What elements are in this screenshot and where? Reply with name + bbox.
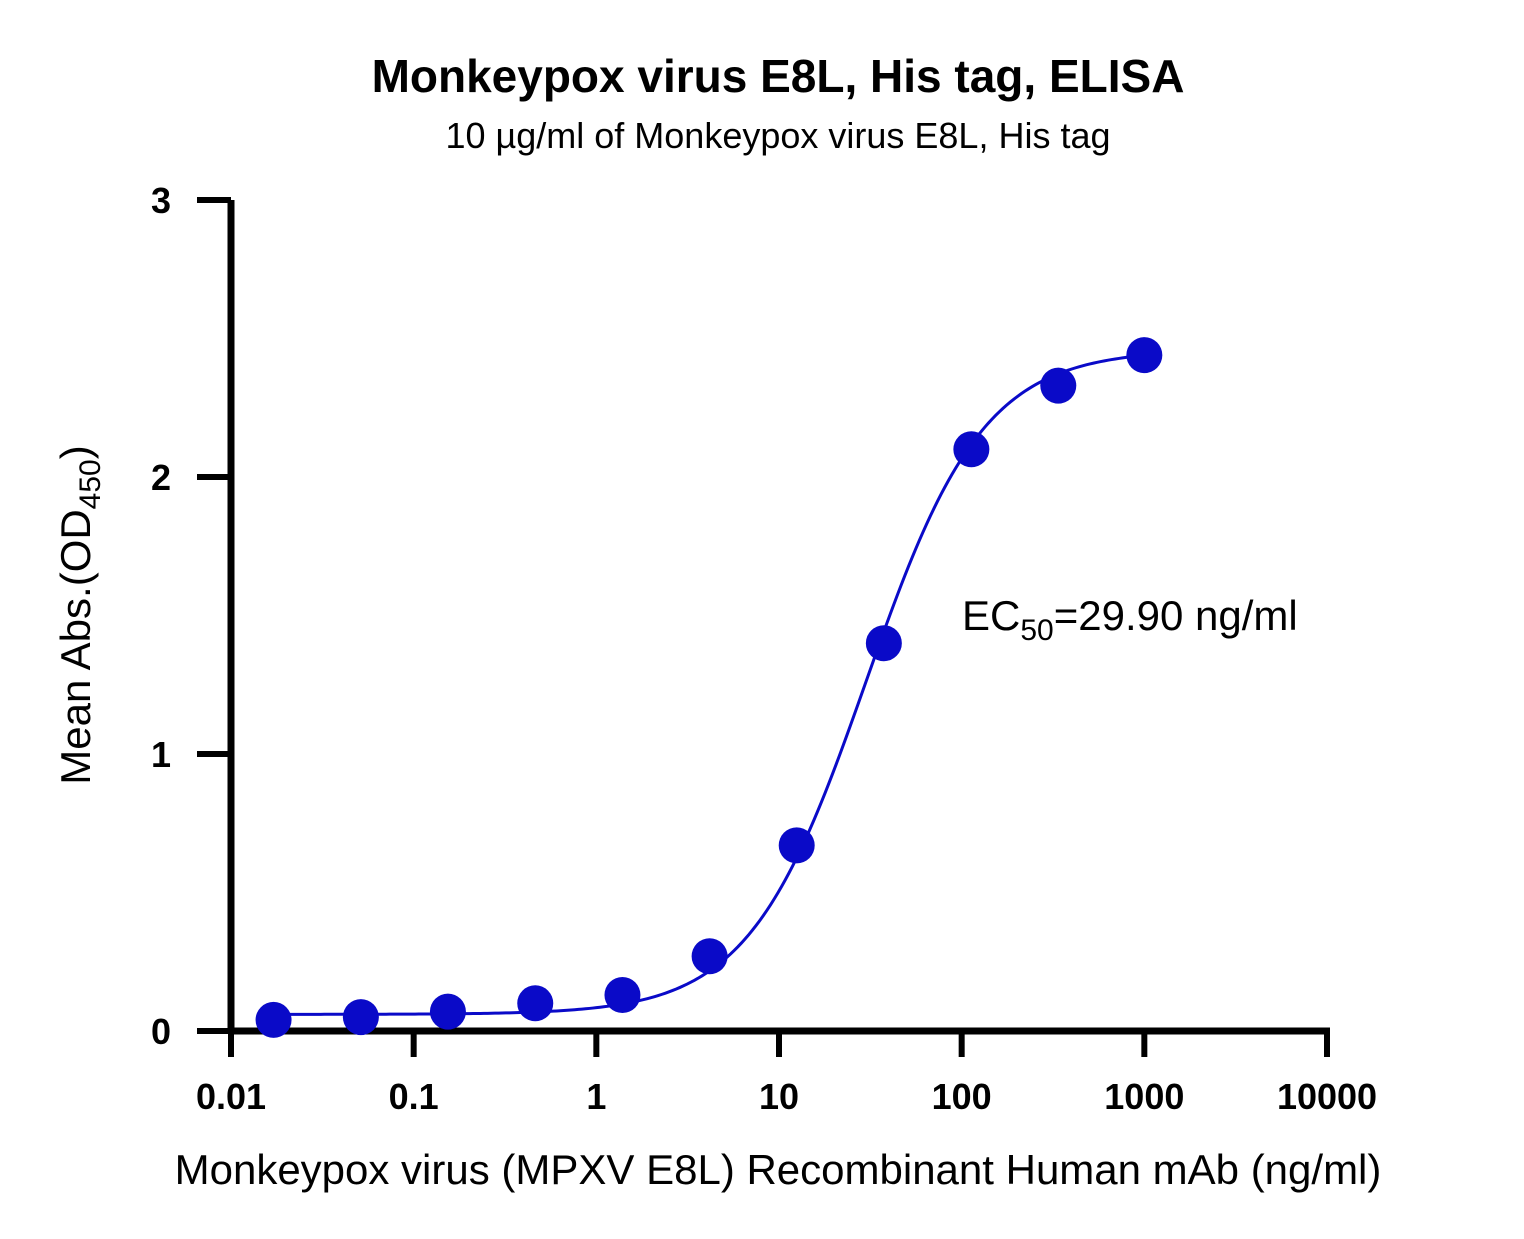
y-tick-label: 3: [151, 180, 171, 221]
x-tick-label: 10: [759, 1076, 799, 1117]
data-point: [1126, 337, 1163, 374]
fit-curve: [273, 353, 1145, 1016]
ec50-prefix: EC: [962, 592, 1020, 639]
ec50-value: =29.90 ng/ml: [1054, 592, 1298, 639]
y-axis-label-end: ): [52, 445, 99, 459]
x-tick-label: 1000: [1104, 1076, 1184, 1117]
x-tick-label: 10000: [1277, 1076, 1377, 1117]
ec50-subscript: 50: [1020, 614, 1053, 647]
y-tick-label: 1: [151, 734, 171, 775]
data-point: [429, 993, 466, 1030]
data-point: [342, 999, 379, 1036]
chart-subtitle: 10 µg/ml of Monkeypox virus E8L, His tag: [445, 115, 1110, 156]
data-point: [517, 985, 554, 1022]
x-tick-label: 100: [932, 1076, 992, 1117]
data-point: [255, 1001, 292, 1038]
ec50-annotation: EC50=29.90 ng/ml: [962, 592, 1298, 647]
data-points: [255, 337, 1163, 1038]
data-point: [778, 827, 815, 864]
y-tick-label: 2: [151, 457, 171, 498]
y-axis-label-main: Mean Abs.(OD: [52, 509, 99, 784]
data-point: [1040, 367, 1077, 404]
chart-title: Monkeypox virus E8L, His tag, ELISA: [372, 50, 1185, 102]
y-axis-ticks: 0 1 2 3: [151, 180, 231, 1052]
y-axis-label-sub: 450: [74, 459, 107, 509]
x-tick-label: 1: [586, 1076, 606, 1117]
y-tick-label: 0: [151, 1011, 171, 1052]
data-point: [691, 938, 728, 975]
data-point: [604, 976, 641, 1013]
x-tick-label: 0.01: [196, 1076, 266, 1117]
data-point: [865, 625, 902, 662]
x-tick-label: 0.1: [389, 1076, 439, 1117]
data-point: [953, 431, 990, 468]
x-axis-ticks: 0.01 0.1 1 10 100 1000 10000: [196, 1031, 1377, 1117]
x-axis-label: Monkeypox virus (MPXV E8L) Recombinant H…: [175, 1146, 1382, 1193]
y-axis-label: Mean Abs.(OD450): [52, 445, 107, 785]
